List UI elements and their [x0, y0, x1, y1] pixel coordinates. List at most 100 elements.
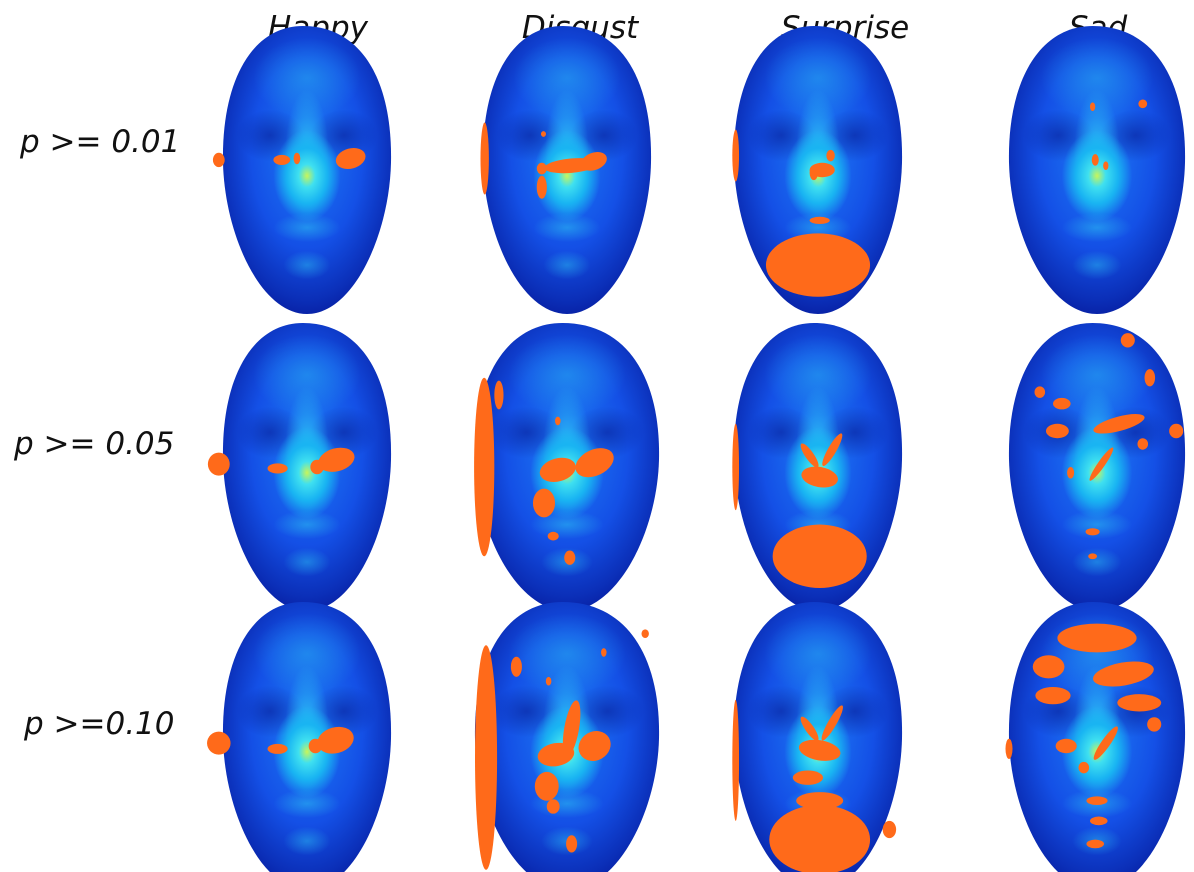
significant-region: [293, 152, 301, 165]
significance-regions: [475, 629, 649, 870]
significant-region: [1057, 623, 1137, 653]
significant-region: [562, 700, 581, 758]
face-disgust-p001: [480, 26, 652, 314]
significance-regions: [732, 129, 871, 297]
significant-region: [1089, 816, 1108, 826]
significant-region: [575, 448, 614, 478]
significant-region: [1091, 154, 1099, 166]
significant-region: [1169, 423, 1184, 439]
significant-region: [273, 154, 291, 165]
significant-region: [1045, 423, 1069, 439]
face-surprise-p005: [732, 323, 903, 611]
significant-region: [732, 423, 740, 511]
significant-region: [566, 835, 578, 853]
significant-region: [792, 770, 824, 785]
significant-region: [601, 648, 607, 657]
significant-region: [1137, 438, 1149, 450]
significant-region: [1117, 694, 1162, 712]
significant-region: [318, 447, 355, 472]
significant-region: [822, 433, 843, 467]
significant-region: [555, 416, 561, 426]
significant-region: [1103, 161, 1109, 170]
row-label-p010: p >=0.10: [23, 706, 175, 742]
significant-region: [1086, 796, 1108, 806]
significant-region: [1032, 655, 1065, 679]
significant-region: [1053, 397, 1071, 410]
significance-regions: [1089, 99, 1148, 170]
face-disgust-p005: [474, 323, 660, 611]
significant-region: [480, 122, 489, 195]
significant-region: [534, 771, 559, 801]
significant-region: [546, 799, 560, 814]
significant-region: [882, 820, 897, 839]
significant-region: [1086, 839, 1105, 849]
significant-region: [537, 742, 575, 767]
significant-region: [267, 743, 288, 754]
significant-region: [1093, 726, 1118, 760]
significant-region: [1035, 686, 1071, 705]
significant-region: [821, 705, 843, 741]
significant-region: [564, 550, 576, 565]
significant-region: [1005, 738, 1013, 759]
significant-region: [532, 488, 556, 518]
significant-region: [539, 457, 576, 482]
face-happy-p001: [212, 26, 392, 314]
face-happy-p010: [207, 602, 392, 872]
significant-region: [474, 377, 495, 557]
significant-region: [796, 792, 844, 810]
significant-region: [809, 216, 830, 224]
significance-regions: [1005, 623, 1162, 849]
significant-region: [1089, 102, 1096, 111]
significant-region: [1088, 553, 1097, 560]
column-headers: Happy Disgust Surprise Sad: [268, 10, 1128, 46]
face-surprise-p001: [732, 26, 903, 314]
significant-region: [536, 175, 547, 199]
significant-region: [769, 805, 871, 872]
row-label-p001: p >= 0.01: [19, 124, 180, 160]
significant-region: [1120, 333, 1135, 348]
significant-region: [732, 699, 740, 821]
face-surprise-p010: [732, 602, 903, 872]
significant-region: [1147, 717, 1162, 732]
significance-regions: [732, 699, 897, 872]
significant-region: [494, 380, 504, 410]
significant-region: [207, 452, 230, 476]
significant-region: [536, 162, 547, 175]
significant-region: [1138, 99, 1148, 109]
significant-region: [809, 524, 830, 539]
significant-region: [1034, 386, 1046, 398]
significant-region: [207, 731, 231, 755]
significance-regions: [474, 377, 614, 565]
significant-region: [475, 645, 498, 870]
significance-regions: [207, 447, 355, 476]
significant-region: [765, 233, 871, 297]
significant-region: [798, 739, 841, 761]
significant-region: [1093, 661, 1154, 687]
significant-region: [510, 656, 522, 677]
significant-region: [800, 443, 819, 468]
significant-region: [800, 716, 819, 741]
significance-regions: [212, 147, 366, 169]
significant-region: [1078, 761, 1090, 774]
significant-region: [732, 129, 740, 182]
significant-region: [1144, 369, 1156, 387]
face-disgust-p010: [474, 602, 660, 872]
significant-region: [809, 165, 818, 181]
significance-regions: [732, 423, 867, 588]
significant-region: [335, 147, 366, 169]
significant-region: [801, 466, 838, 488]
significant-region: [212, 152, 225, 168]
significant-region: [317, 726, 354, 754]
face-sad-p005: [1008, 323, 1186, 611]
significant-region: [1067, 467, 1075, 479]
significance-regions: [480, 122, 607, 199]
face-happy-p005: [207, 323, 392, 611]
significant-region: [578, 731, 611, 761]
significance-regions: [207, 726, 354, 755]
face-sad-p001: [1008, 26, 1186, 314]
significant-region: [540, 131, 546, 137]
significant-region: [580, 152, 607, 171]
significance-regions: [1034, 333, 1184, 560]
significant-region: [1085, 528, 1100, 536]
significant-region: [772, 524, 867, 588]
